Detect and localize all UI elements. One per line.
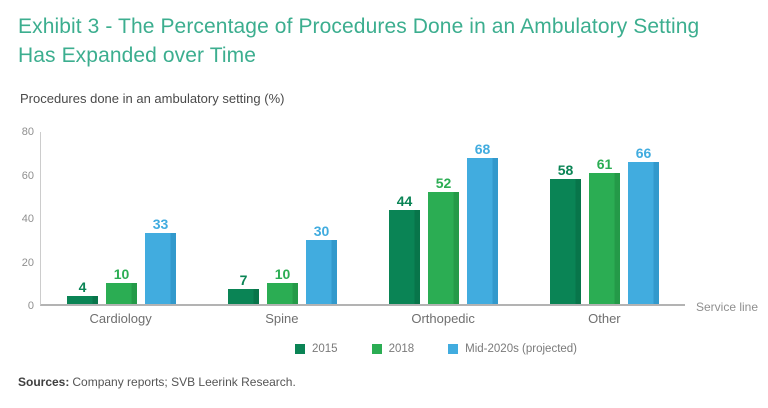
bar: 4 bbox=[67, 132, 98, 305]
bar-rect bbox=[306, 239, 337, 305]
category-labels: Cardiology Spine Orthopedic Other bbox=[40, 311, 685, 326]
bar-rect bbox=[228, 289, 259, 305]
legend-item: 2018 bbox=[371, 343, 415, 356]
sources-note: Sources: Company reports; SVB Leerink Res… bbox=[18, 375, 768, 389]
plot-area: 4 10 33 7 10 30 44 52 68 58 61 66 bbox=[40, 132, 685, 307]
category-label: Cardiology bbox=[89, 311, 152, 327]
bar: 44 bbox=[389, 132, 420, 305]
bar: 68 bbox=[467, 132, 498, 305]
bar-value-label: 66 bbox=[635, 145, 652, 162]
bar: 66 bbox=[628, 132, 659, 305]
bar-value-label: 61 bbox=[596, 155, 613, 172]
bar-rect bbox=[389, 209, 420, 305]
x-axis-label: Service line bbox=[696, 300, 759, 315]
bar-rect bbox=[267, 282, 298, 305]
legend-swatch bbox=[371, 344, 382, 355]
bar-value-label: 10 bbox=[113, 265, 130, 282]
bar-group: 7 10 30 bbox=[202, 132, 363, 305]
bar-rect bbox=[145, 233, 176, 305]
bar: 61 bbox=[589, 132, 620, 305]
bar: 30 bbox=[306, 132, 337, 305]
bar: 52 bbox=[428, 132, 459, 305]
sources-label: Sources: bbox=[18, 375, 70, 390]
chart-legend: 2015 2018 Mid-2020s (projected) bbox=[52, 343, 768, 355]
legend-swatch bbox=[448, 344, 459, 355]
legend-item: Mid-2020s (projected) bbox=[448, 343, 577, 355]
bar-value-label: 10 bbox=[274, 265, 291, 282]
bar-rect bbox=[467, 157, 498, 305]
bar: 58 bbox=[550, 132, 581, 305]
y-axis-ticks: 0 20 40 60 80 bbox=[20, 126, 34, 312]
legend-label: 2015 bbox=[311, 343, 338, 356]
category-label: Orthopedic bbox=[411, 311, 475, 327]
legend-label: 2018 bbox=[388, 343, 415, 356]
bar-value-label: 44 bbox=[396, 192, 413, 209]
bar-value-label: 7 bbox=[239, 272, 248, 289]
bar-value-label: 33 bbox=[152, 216, 169, 233]
bar-value-label: 52 bbox=[435, 175, 452, 192]
bar-value-label: 30 bbox=[313, 222, 330, 239]
y-tick-label: 60 bbox=[21, 169, 34, 182]
legend-swatch bbox=[294, 344, 305, 355]
bar: 33 bbox=[145, 132, 176, 305]
legend-item: 2015 bbox=[294, 343, 338, 356]
exhibit-title: Exhibit 3 - The Percentage of Procedures… bbox=[18, 15, 700, 67]
bar-rect bbox=[550, 179, 581, 305]
bar-rect bbox=[106, 282, 137, 305]
y-tick-label: 40 bbox=[21, 213, 34, 226]
bar: 10 bbox=[106, 132, 137, 305]
bar-value-label: 58 bbox=[557, 162, 574, 179]
bar-group: 4 10 33 bbox=[41, 132, 202, 305]
bar-group: 44 52 68 bbox=[363, 132, 524, 305]
bar-value-label: 4 bbox=[78, 278, 87, 295]
bar-rect bbox=[67, 295, 98, 305]
bar-rect bbox=[628, 162, 659, 305]
bar-group: 58 61 66 bbox=[524, 132, 685, 305]
bar-rect bbox=[589, 172, 620, 305]
bar: 7 bbox=[228, 132, 259, 305]
category-label: Other bbox=[588, 311, 621, 327]
bar-rect bbox=[428, 192, 459, 305]
legend-label: Mid-2020s (projected) bbox=[465, 343, 578, 356]
y-tick-label: 20 bbox=[21, 256, 34, 269]
bar-groups: 4 10 33 7 10 30 44 52 68 58 61 66 bbox=[41, 132, 685, 305]
bar: 10 bbox=[267, 132, 298, 305]
category-label: Spine bbox=[265, 311, 299, 327]
y-tick-label: 0 bbox=[27, 300, 34, 313]
bar-value-label: 68 bbox=[474, 140, 491, 157]
y-axis-title: Procedures done in an ambulatory setting… bbox=[20, 91, 285, 107]
bar-chart: 0 20 40 60 80 4 10 33 7 10 30 44 52 68 58 61 66 Service… bbox=[20, 126, 760, 314]
sources-text: Company reports; SVB Leerink Research. bbox=[72, 375, 296, 390]
y-tick-label: 80 bbox=[21, 126, 34, 139]
